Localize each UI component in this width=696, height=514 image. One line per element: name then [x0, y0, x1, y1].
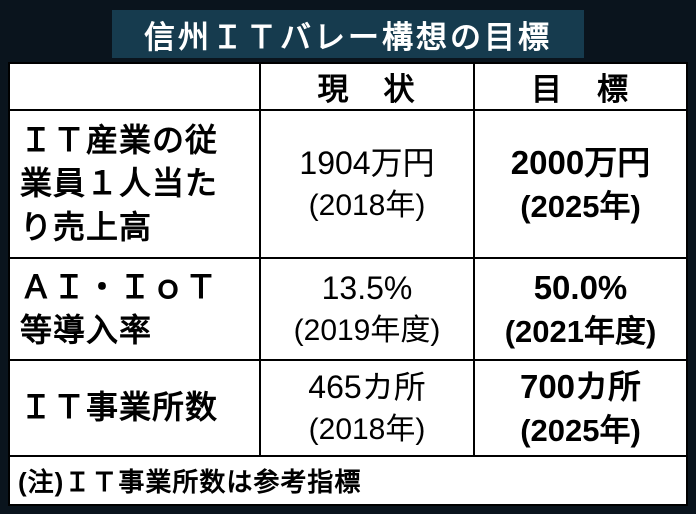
target-period: (2021年度)	[504, 314, 657, 350]
header-target: 目 標	[531, 72, 630, 107]
target-value-cell: 2000万円 (2025年)	[474, 110, 686, 258]
target-period: (2025年)	[520, 413, 641, 449]
target-value: 2000万円	[510, 143, 651, 181]
target-value-cell: 50.0% (2021年度)	[474, 258, 686, 360]
current-value-cell: 13.5% (2019年度)	[260, 258, 475, 360]
current-period: (2019年度)	[293, 314, 441, 348]
current-period: (2018年)	[308, 413, 426, 447]
row-label-cell: ＩＴ事業所数	[10, 360, 261, 456]
header-empty-cell	[10, 64, 261, 110]
current-value: 1904万円	[299, 144, 435, 181]
current-value-cell: 465カ所 (2018年)	[260, 360, 475, 456]
target-period: (2025年)	[520, 189, 641, 225]
target-value: 700カ所	[519, 367, 642, 405]
current-period: (2018年)	[308, 189, 426, 223]
target-value: 50.0%	[533, 268, 628, 306]
table-row: ＩＴ産業の従業員１人当たり売上高 1904万円 (2018年) 2000万円 (…	[10, 110, 686, 258]
current-value: 465カ所	[308, 368, 426, 405]
goals-table-panel: 現 状 目 標 ＩＴ産業の従業員１人当たり売上高 1904万円 (2018年) …	[8, 62, 688, 506]
row-label-cell: ＩＴ産業の従業員１人当たり売上高	[10, 110, 261, 258]
figure-title-bar: 信州ＩＴバレー構想の目標	[112, 10, 584, 58]
header-row: 現 状 目 標	[10, 64, 686, 110]
target-value-cell: 700カ所 (2025年)	[474, 360, 686, 456]
current-value-cell: 1904万円 (2018年)	[260, 110, 475, 258]
table-row: ＡＩ・ＩｏＴ等導入率 13.5% (2019年度) 50.0% (2021年度)	[10, 258, 686, 360]
figure-title: 信州ＩＴバレー構想の目標	[144, 19, 552, 55]
row-label-cell: ＡＩ・ＩｏＴ等導入率	[10, 258, 261, 360]
header-current: 現 状	[260, 64, 475, 110]
goals-table: 現 状 目 標 ＩＴ産業の従業員１人当たり売上高 1904万円 (2018年) …	[10, 64, 686, 457]
current-value: 13.5%	[321, 269, 413, 306]
footnote: (注)ＩＴ事業所数は参考指標	[18, 467, 362, 497]
table-row: ＩＴ事業所数 465カ所 (2018年) 700カ所 (2025年)	[10, 360, 686, 456]
